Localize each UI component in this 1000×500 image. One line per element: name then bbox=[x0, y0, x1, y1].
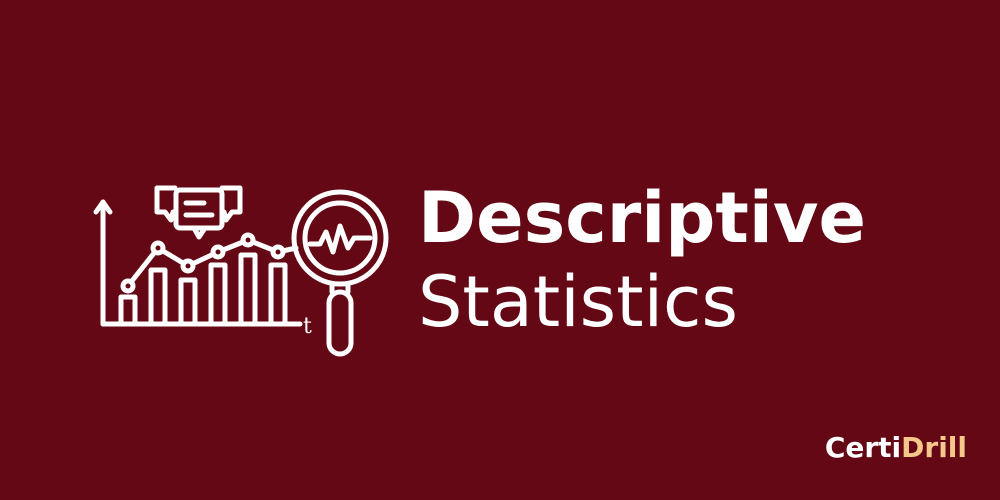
analytics-magnifier-icon: t bbox=[93, 185, 389, 357]
axis-label: t bbox=[303, 314, 312, 339]
bar-chart-icon bbox=[118, 252, 288, 327]
page-subtitle: Statistics bbox=[418, 261, 738, 343]
page-title: Descriptive bbox=[418, 177, 866, 259]
magnifier-icon bbox=[291, 189, 389, 357]
title-block: Descriptive Statistics bbox=[418, 176, 866, 344]
trend-line-icon bbox=[120, 232, 299, 294]
brand-name-part2: Drill bbox=[901, 431, 967, 464]
brand-name-part1: Certi bbox=[824, 431, 902, 464]
speech-bubbles-icon bbox=[154, 185, 243, 240]
brand-logo: CertiDrill bbox=[825, 430, 967, 466]
